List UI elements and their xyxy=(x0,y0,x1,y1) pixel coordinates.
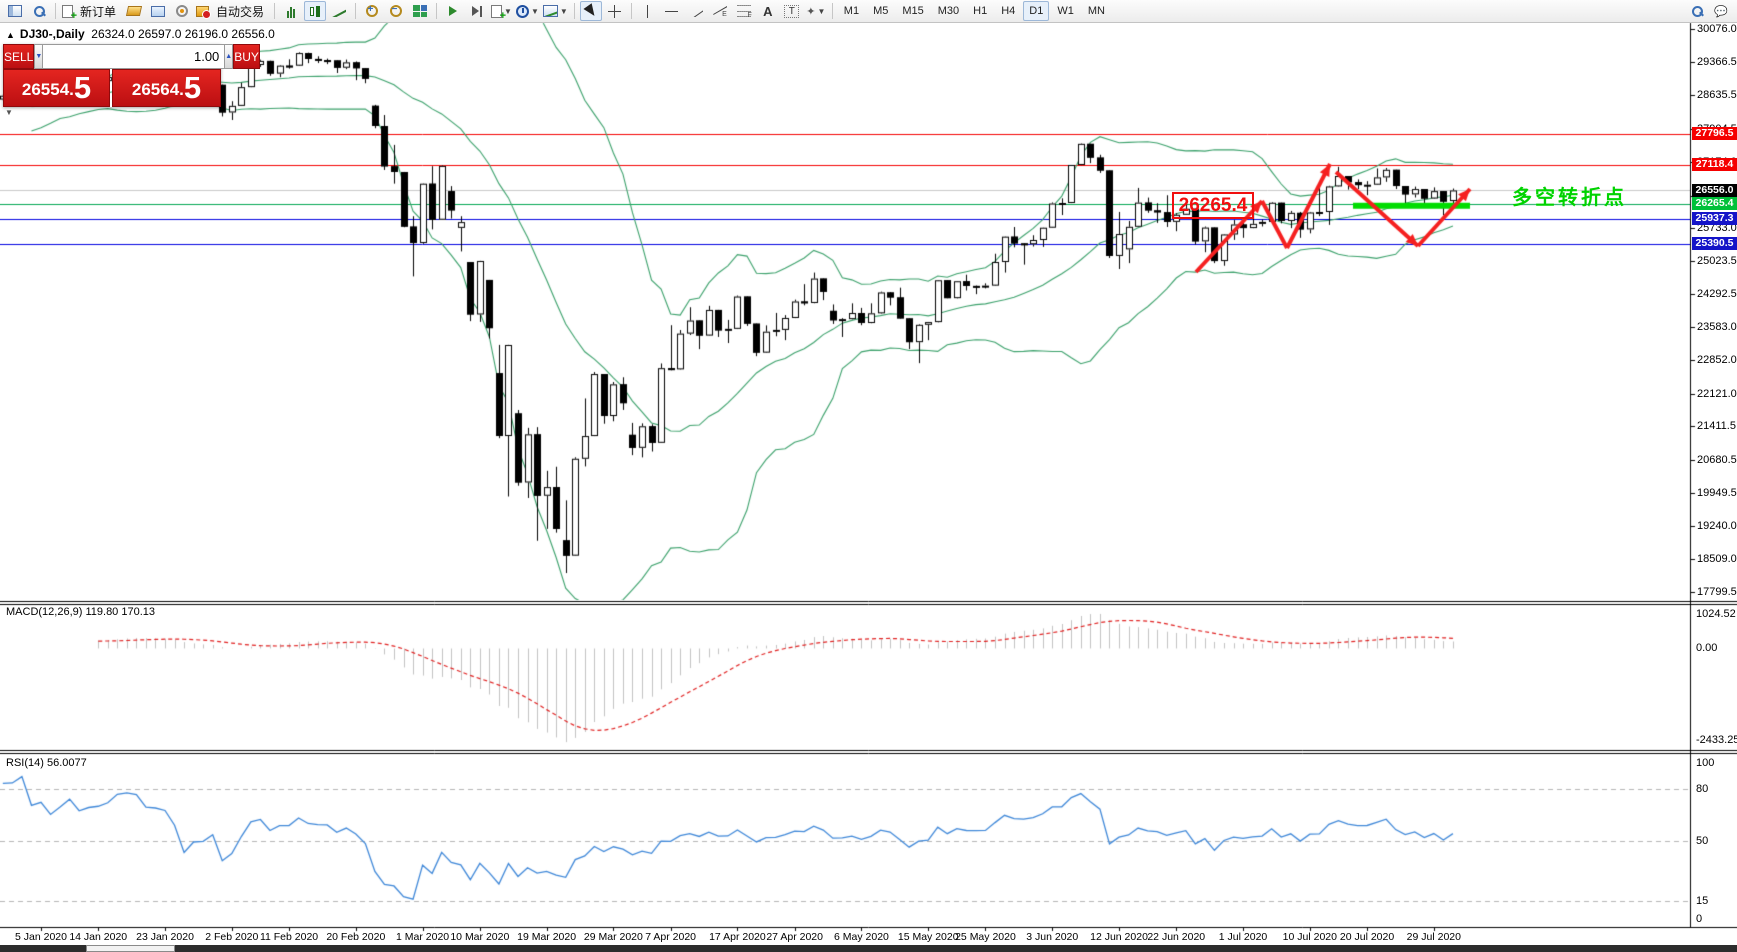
cursor-button[interactable] xyxy=(579,1,602,21)
tf-m30-button[interactable]: M30 xyxy=(937,5,960,17)
toolbar-separator xyxy=(436,3,438,19)
tf-h1-button[interactable]: H1 xyxy=(973,5,988,17)
templates-button[interactable]: ▼ xyxy=(542,1,569,21)
tf-m15-button[interactable]: M15 xyxy=(902,5,924,17)
new-order-button[interactable]: 新订单 xyxy=(61,1,121,22)
zoom-out-button[interactable] xyxy=(385,1,407,21)
new-order-icon xyxy=(62,4,77,22)
toolbar-separator xyxy=(831,3,833,19)
panel-collapse-icon[interactable]: ▼ xyxy=(5,108,13,117)
signals-icon[interactable] xyxy=(171,1,193,21)
buy-button-label: BUY xyxy=(234,49,259,64)
tf-w1-button[interactable]: W1 xyxy=(1057,5,1074,17)
channel-button[interactable] xyxy=(709,1,731,21)
trendline-button[interactable] xyxy=(685,1,707,21)
horizontal-line-button[interactable] xyxy=(661,1,683,21)
candlestick-chart-button[interactable] xyxy=(304,1,327,21)
buy-price-pip: 5 xyxy=(183,70,202,105)
periods-button[interactable]: ▼ xyxy=(515,1,540,21)
sell-button[interactable]: SELL xyxy=(3,44,35,69)
terminal-icon[interactable] xyxy=(147,1,169,21)
toolbar: 新订单 自动交易 ▼ ▼ ▼ A T ✦▼ M1 xyxy=(0,0,1737,23)
scrollbar-thumb[interactable] xyxy=(86,945,175,952)
toolbar-separator xyxy=(355,3,357,19)
buy-price-main: 26564. xyxy=(131,80,184,99)
tf-h4-button[interactable]: H4 xyxy=(1001,5,1016,17)
fibonacci-button[interactable] xyxy=(733,1,755,21)
toolbar-separator xyxy=(274,3,276,19)
buy-price[interactable]: 26564. 5 xyxy=(112,69,221,107)
horizontal-scrollbar[interactable] xyxy=(0,945,1737,952)
tf-d1-button[interactable]: D1 xyxy=(1023,1,1050,21)
toolbar-separator xyxy=(55,3,56,19)
arrows-button[interactable]: ✦ ▼ xyxy=(806,5,826,18)
buy-button[interactable]: BUY xyxy=(233,44,260,69)
toolbar-separator xyxy=(573,3,575,19)
text-label-button[interactable]: T xyxy=(781,1,803,21)
line-chart-button[interactable] xyxy=(328,1,350,21)
auto-trading-label: 自动交易 xyxy=(216,4,265,19)
indicators-button[interactable]: ▼ xyxy=(490,1,513,22)
auto-trading-icon xyxy=(196,5,212,19)
vertical-line-button[interactable] xyxy=(637,1,659,21)
bar-chart-button[interactable] xyxy=(280,1,302,21)
volume-input[interactable] xyxy=(43,44,225,69)
chart-shift-button[interactable] xyxy=(466,1,488,21)
new-order-label: 新订单 xyxy=(80,4,117,19)
volume-increase-button[interactable]: ▲ xyxy=(224,44,234,69)
auto-scroll-button[interactable] xyxy=(442,1,464,21)
one-click-trading-panel: SELL ▼ ▲ BUY 26554.5 26564.5 xyxy=(3,44,260,107)
toolbar-separator xyxy=(630,3,632,19)
auto-trading-button[interactable]: 自动交易 xyxy=(195,1,269,21)
tf-mn-button[interactable]: MN xyxy=(1087,5,1105,17)
search-icon[interactable] xyxy=(1686,1,1708,21)
navigator-icon[interactable] xyxy=(28,1,50,21)
market-watch-icon[interactable] xyxy=(4,1,26,21)
crosshair-button[interactable] xyxy=(604,1,626,21)
tf-m5-button[interactable]: M5 xyxy=(873,5,889,17)
volume-decrease-button[interactable]: ▼ xyxy=(34,44,44,69)
sell-price[interactable]: 26554. 5 xyxy=(3,69,110,107)
text-button[interactable]: A xyxy=(763,3,773,19)
sell-price-pip: 5 xyxy=(73,70,92,105)
chat-icon[interactable]: 💬 xyxy=(1714,5,1728,18)
metaeditor-icon[interactable] xyxy=(123,1,145,21)
sell-price-main: 26554. xyxy=(21,80,74,99)
zoom-in-button[interactable] xyxy=(361,1,383,21)
tile-windows-button[interactable] xyxy=(409,1,431,21)
tf-m1-button[interactable]: M1 xyxy=(843,5,860,17)
sell-button-label: SELL xyxy=(4,49,34,64)
